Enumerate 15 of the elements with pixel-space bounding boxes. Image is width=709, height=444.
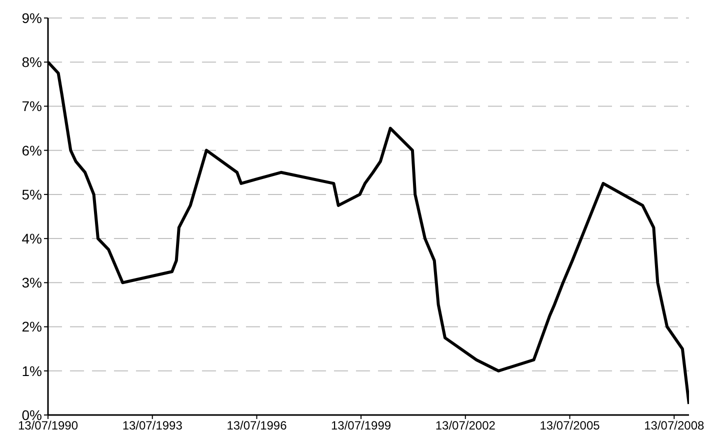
x-tick-label: 13/07/2008 [644,418,704,433]
y-tick-label: 6% [22,142,42,158]
y-tick-label: 1% [22,362,42,379]
x-tick-label: 13/07/1993 [122,418,183,433]
y-tick-label: 4% [22,230,42,247]
y-tick-label: 9% [22,10,42,26]
x-tick-label: 13/07/2002 [435,418,496,433]
x-tick-label: 13/07/2005 [540,418,600,433]
y-tick-label: 8% [22,54,42,70]
x-tick-label: 13/07/1999 [330,418,392,433]
x-tick-label: 13/07/1996 [226,418,288,433]
y-tick-label: 5% [22,186,42,202]
y-tick-label: 3% [22,274,42,291]
y-tick-label: 7% [22,98,42,114]
y-tick-label: 2% [22,318,42,335]
